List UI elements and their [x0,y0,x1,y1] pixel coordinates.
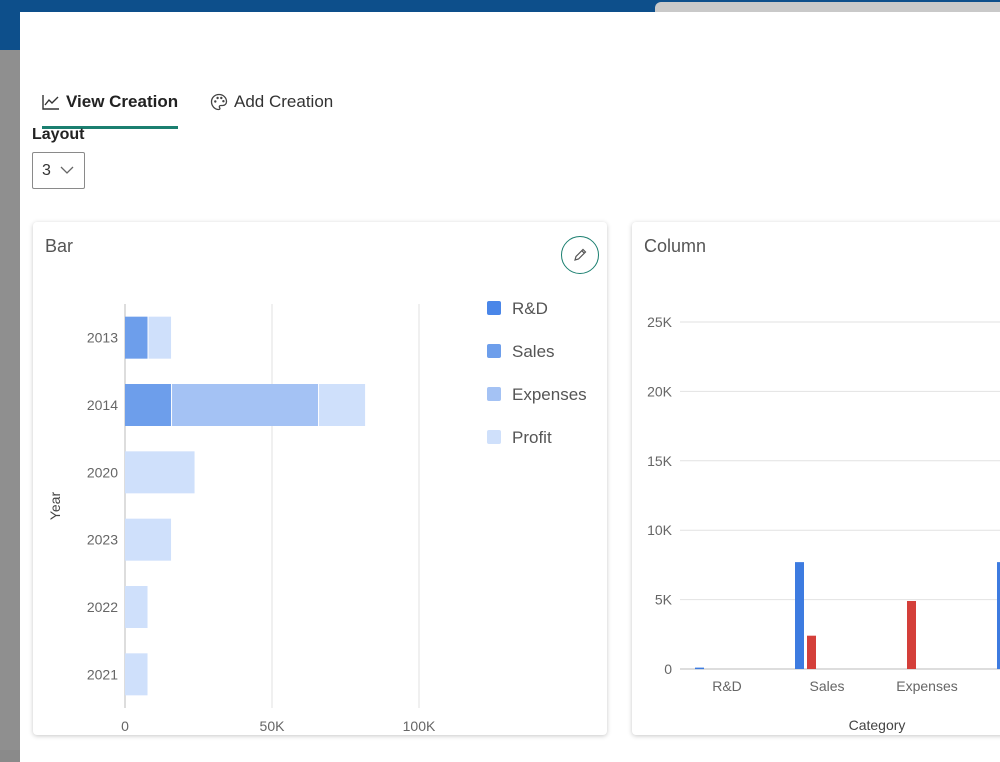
legend-swatch [487,430,501,444]
bar-chart-plot: 0 50K 100K 2013 2014 2020 2023 2022 2021 Year R&D S… [47,299,587,734]
layout-select[interactable]: 3 [32,152,85,189]
tab-view-creation[interactable]: View Creation [42,78,178,126]
column-chart-title: Column [644,236,707,256]
layout-label: Layout [32,126,85,143]
y-tick-label: 2021 [87,666,118,682]
y-tick-label: 2022 [87,599,118,615]
legend-label: Profit [512,428,552,447]
bar-chart-title: Bar [45,236,74,256]
bar-segment [319,384,366,426]
bar-segment [125,518,172,561]
column-bar [907,600,916,669]
y-tick-label: 10K [647,522,673,538]
edit-chart-button[interactable] [561,236,599,274]
tab-view-creation-label: View Creation [66,92,179,111]
bar-segment [172,384,319,426]
chevron-down-icon [60,166,74,174]
y-tick-label: 15K [647,453,673,469]
bar-chart-card: Bar 0 50K 100K 2013 2014 2020 2023 2022 2021 Year… [33,222,607,735]
y-tick-label: 2023 [87,532,118,548]
column-bar [807,635,816,669]
column-bar [795,562,804,669]
x-tick-label: 50K [260,718,286,734]
bar-segment [125,384,172,426]
active-tab-indicator [42,126,178,129]
x-axis-label: Category [849,717,906,733]
legend-swatch [487,301,501,315]
tab-add-creation-label: Add Creation [234,92,334,111]
column-bar [695,667,704,670]
column-chart-plot: 0 5K 10K 15K 20K 25K R&D Sales Expenses Category [647,314,1000,733]
legend-label: Expenses [512,385,587,404]
x-tick-label: 100K [403,718,436,734]
line-chart-icon [42,95,59,110]
y-tick-label: 5K [655,592,673,608]
bar-segment [125,653,148,696]
column-chart-card: Column 0 5K 10K 15K 20K 25K R&D Sales Expenses Ca… [632,222,1000,735]
legend-label: Sales [512,342,555,361]
tab-add-creation[interactable]: Add Creation [210,78,333,126]
column-bar [997,562,1000,669]
chart-dialog: View Creation Add Creation Layout 3 Bar [20,12,1000,762]
x-tick-label: Sales [809,678,844,694]
y-tick-label: 20K [647,383,673,399]
pencil-icon [574,248,587,261]
legend-swatch [487,344,501,358]
y-tick-label: 2014 [87,397,118,413]
y-tick-label: 0 [664,661,672,677]
bar-segment [125,316,148,359]
legend-swatch [487,387,501,401]
palette-icon [210,93,228,111]
bar-segment [148,316,172,359]
y-tick-label: 2013 [87,330,118,346]
bar-segment [125,586,148,628]
x-tick-label: 0 [121,718,129,734]
legend-label: R&D [512,299,548,318]
y-tick-label: 2020 [87,464,118,480]
x-tick-label: R&D [712,678,742,694]
y-tick-label: 25K [647,314,673,330]
y-axis-label: Year [47,492,63,521]
layout-select-value: 3 [42,161,51,179]
bar-segment [125,451,195,494]
x-tick-label: Expenses [896,678,957,694]
